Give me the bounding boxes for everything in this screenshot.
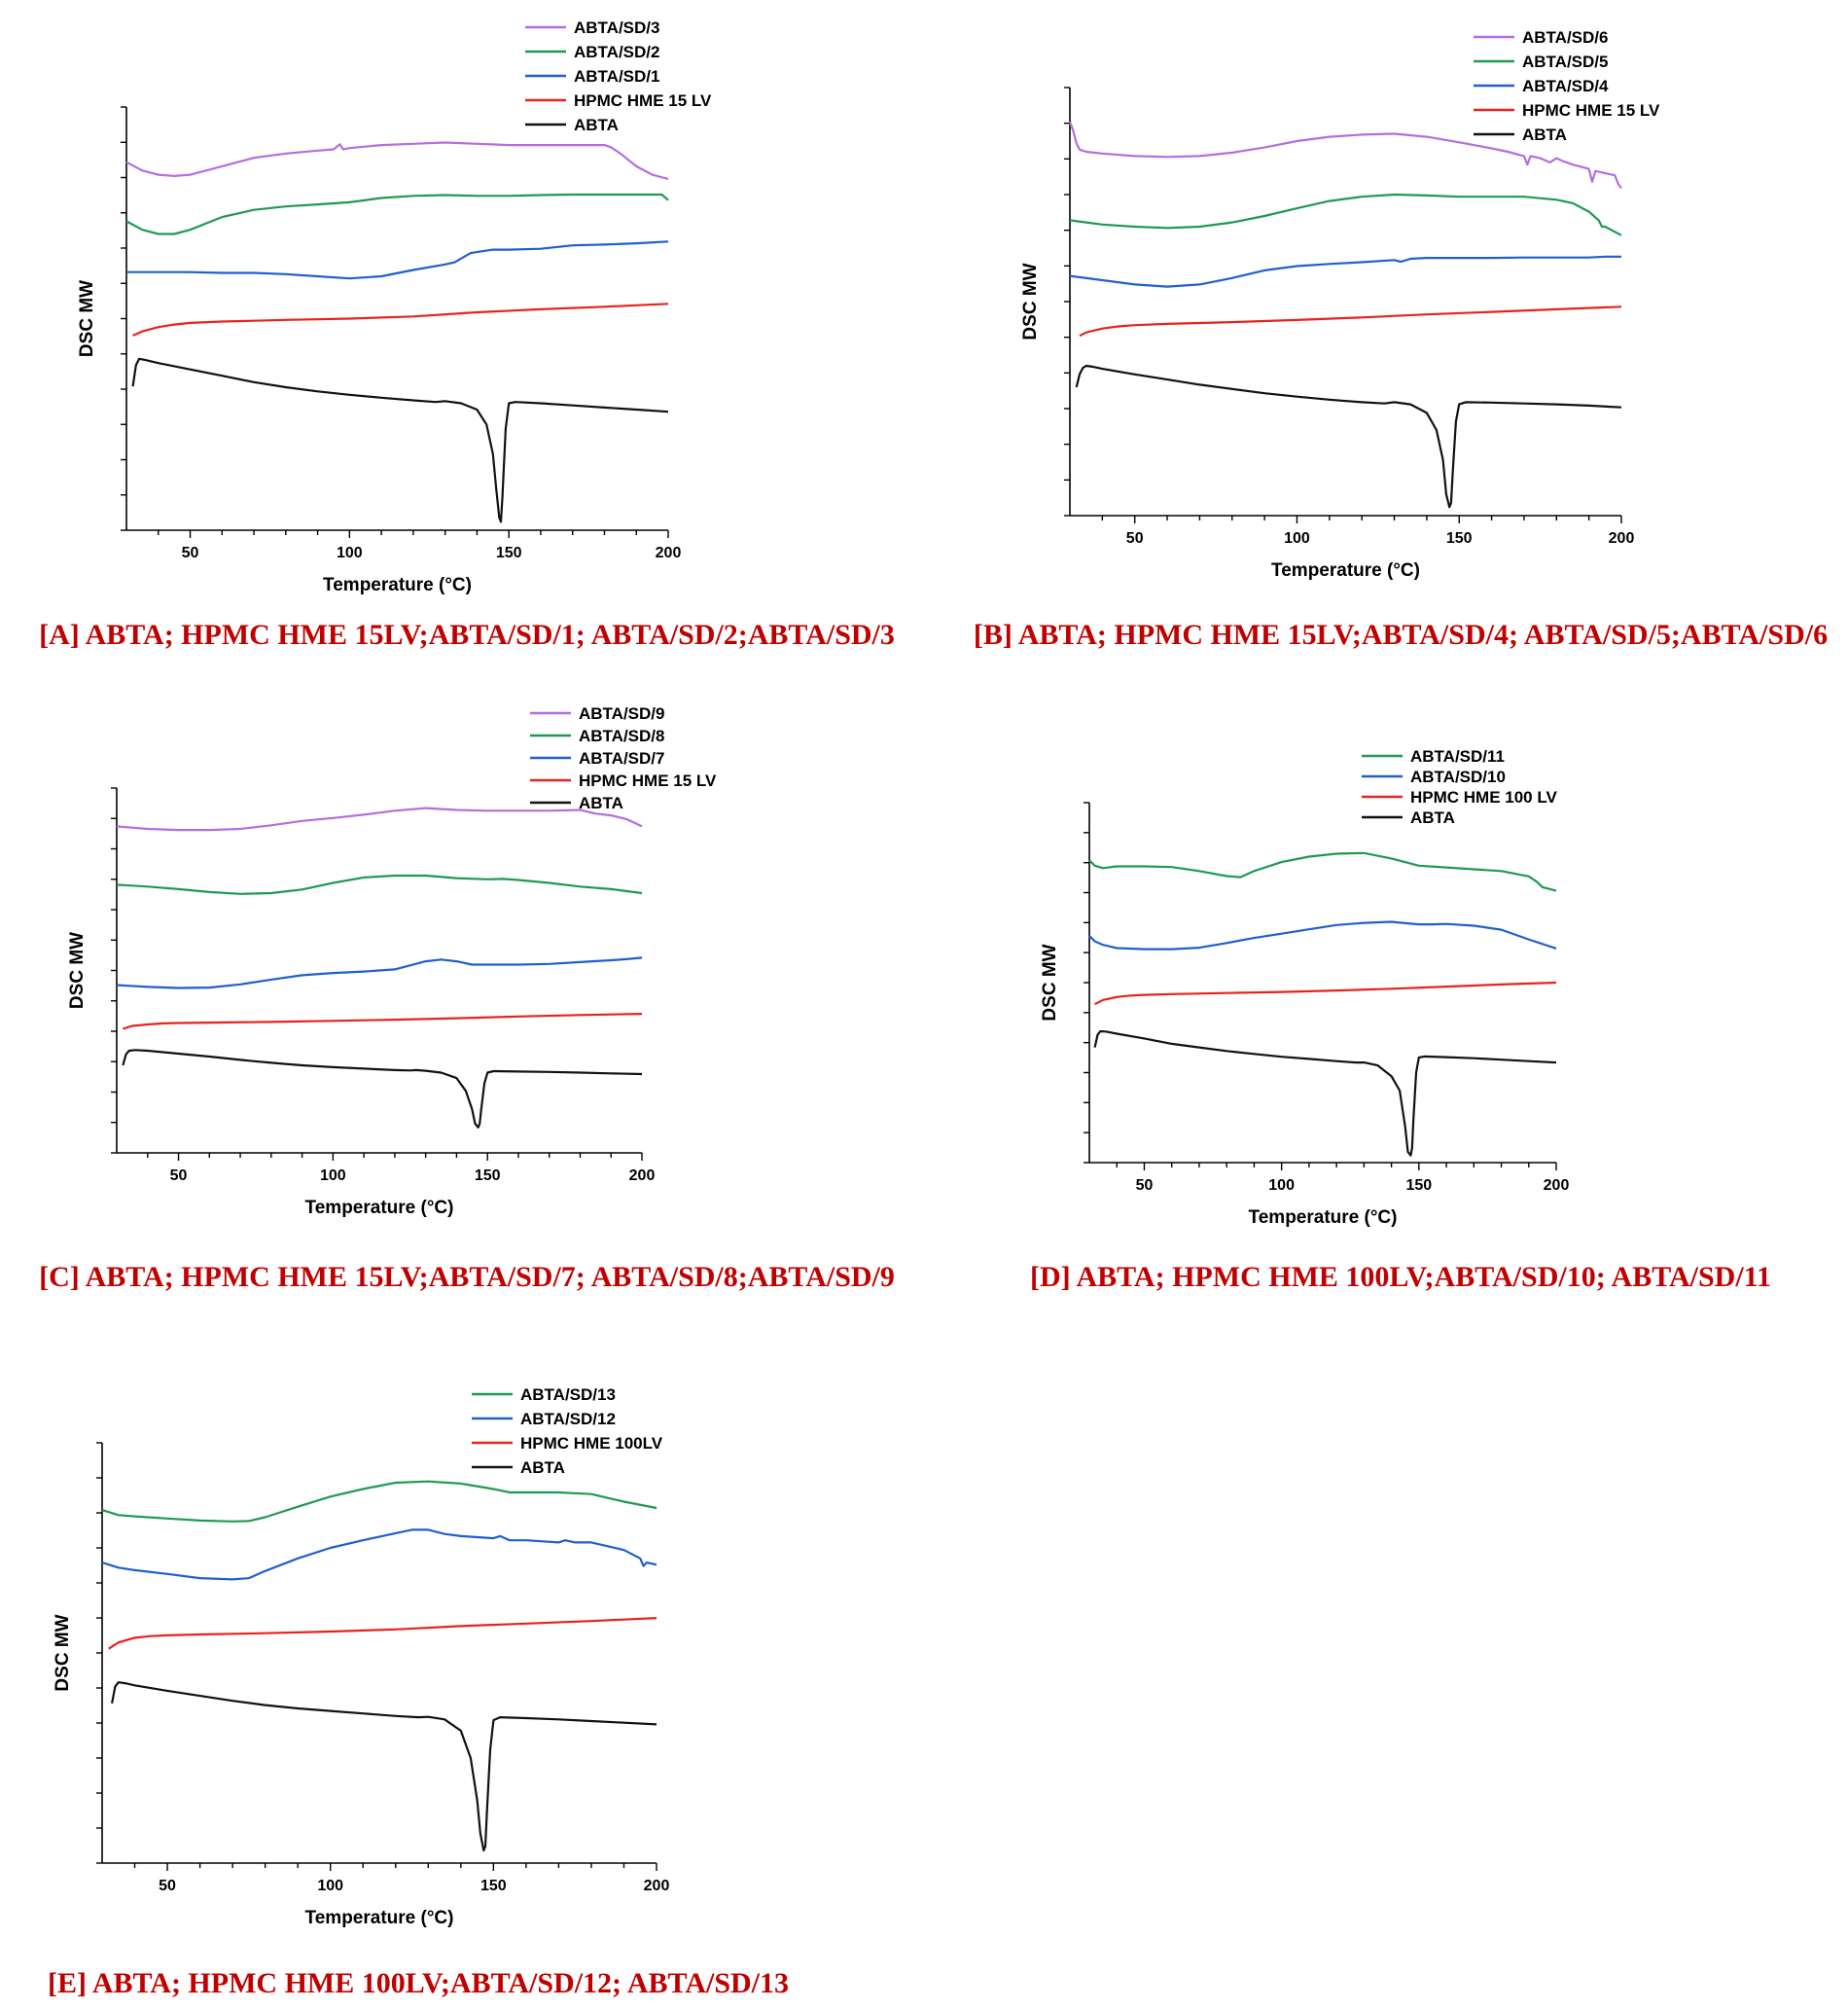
- series-line-hpmc-hme-100lv: [108, 1617, 657, 1650]
- x-tick-label: 150: [475, 1167, 501, 1184]
- y-axis-title: DSC MW: [67, 932, 88, 1009]
- x-tick-label: 150: [1405, 1177, 1432, 1194]
- legend-label: ABTA/SD/10: [1410, 768, 1506, 786]
- chart-c: 50 100 150 200 Temperature (°C) DSC MW ABTA/SD…: [67, 704, 717, 1218]
- series-line-abta-sd-8: [116, 874, 643, 895]
- legend-label: ABTA/SD/12: [520, 1410, 616, 1428]
- x-tick-label: 50: [182, 545, 199, 561]
- x-tick-label: 100: [1268, 1177, 1295, 1194]
- x-tick-label: 200: [1609, 530, 1635, 547]
- legend: ABTA/SD/6 ABTA/SD/5 ABTA/SD/4 HPMC HME 15 L…: [1474, 28, 1660, 144]
- series-line-abta-sd-10: [1088, 920, 1557, 951]
- series-line-abta-sd-12: [101, 1528, 657, 1581]
- legend-label: HPMC HME 100LV: [520, 1434, 663, 1453]
- axes: 50 100 150 200 Temperature (°C) DSC MW: [53, 1442, 670, 1928]
- x-axis-title: Temperature (°C): [305, 1908, 454, 1928]
- series-line-abta-sd-9: [116, 807, 643, 832]
- axes: 50 100 150 200 Temperature (°C) DSC MW: [77, 106, 682, 595]
- series-line-abta-sd-5: [1069, 193, 1622, 236]
- legend-label: ABTA/SD/6: [1522, 28, 1608, 47]
- series-line-abta: [131, 357, 669, 523]
- legend-label: HPMC HME 15 LV: [574, 91, 712, 110]
- x-tick-label: 200: [656, 545, 682, 561]
- y-axis-title: DSC MW: [77, 280, 97, 357]
- caption-c: [C] ABTA; HPMC HME 15LV;ABTA/SD/7; ABTA/…: [39, 1261, 895, 1293]
- series-line-hpmc-hme-15-lv: [123, 1013, 643, 1030]
- x-tick-label: 100: [320, 1167, 346, 1184]
- series-line-abta-sd-3: [125, 141, 669, 181]
- y-axis-title: DSC MW: [53, 1614, 73, 1691]
- legend-label: ABTA: [1410, 808, 1455, 827]
- caption-a: [A] ABTA; HPMC HME 15LV;ABTA/SD/1; ABTA/…: [39, 619, 895, 651]
- x-axis-title: Temperature (°C): [1271, 560, 1420, 581]
- series-line-abta-sd-2: [125, 193, 669, 235]
- x-axis-title: Temperature (°C): [305, 1198, 454, 1218]
- series-line-abta: [1093, 1029, 1557, 1157]
- legend-label: HPMC HME 15 LV: [579, 772, 717, 790]
- series-line-hpmc-hme-15-lv: [132, 303, 669, 337]
- legend-label: ABTA/SD/13: [520, 1385, 616, 1404]
- chart-d: 50 100 150 200 Temperature (°C) DSC MW ABTA/SD…: [1040, 747, 1570, 1228]
- x-tick-label: 50: [159, 1878, 176, 1894]
- x-tick-label: 200: [629, 1167, 656, 1184]
- x-tick-label: 200: [644, 1878, 670, 1894]
- legend-label: ABTA: [520, 1458, 565, 1477]
- x-tick-label: 100: [1284, 530, 1310, 547]
- x-axis-title: Temperature (°C): [323, 575, 472, 595]
- x-tick-label: 50: [170, 1167, 188, 1184]
- legend: ABTA/SD/3 ABTA/SD/2 ABTA/SD/1 HPMC HME 15 L…: [525, 18, 712, 134]
- legend-label: ABTA/SD/4: [1522, 77, 1609, 95]
- legend: ABTA/SD/13 ABTA/SD/12 HPMC HME 100LV ABTA: [472, 1385, 663, 1477]
- x-tick-label: 100: [337, 545, 363, 561]
- axes: 50 100 150 200 Temperature (°C) DSC MW: [1020, 87, 1635, 581]
- x-tick-label: 200: [1544, 1177, 1570, 1194]
- series-line-abta-sd-7: [116, 956, 643, 989]
- chart-b: 50 100 150 200 Temperature (°C) DSC MW ABTA/SD…: [1020, 28, 1660, 581]
- caption-b: [B] ABTA; HPMC HME 15LV;ABTA/SD/4; ABTA/…: [973, 619, 1829, 651]
- series-line-abta: [122, 1049, 643, 1129]
- x-tick-label: 150: [1446, 530, 1473, 547]
- caption-d: [D] ABTA; HPMC HME 100LV;ABTA/SD/10; ABT…: [1029, 1261, 1772, 1293]
- x-tick-label: 50: [1136, 1177, 1154, 1194]
- legend-label: ABTA/SD/7: [579, 749, 664, 768]
- chart-e: 50 100 150 200 Temperature (°C) DSC MW ABTA/SD…: [53, 1385, 670, 1928]
- series-line-abta-sd-11: [1088, 851, 1557, 892]
- x-axis-title: Temperature (°C): [1249, 1207, 1398, 1228]
- x-tick-label: 50: [1126, 530, 1144, 547]
- legend-label: ABTA: [574, 116, 619, 134]
- series-line-hpmc-hme-100-lv: [1094, 981, 1557, 1006]
- x-tick-label: 150: [480, 1878, 507, 1894]
- series-line-abta-sd-6: [1068, 121, 1622, 190]
- legend: ABTA/SD/9 ABTA/SD/8 ABTA/SD/7 HPMC HME 15 L…: [530, 704, 717, 812]
- legend-label: ABTA/SD/8: [579, 727, 664, 745]
- caption-e: [E] ABTA; HPMC HME 100LV;ABTA/SD/12; ABT…: [47, 1967, 790, 1999]
- legend-label: ABTA/SD/11: [1410, 747, 1505, 766]
- x-tick-label: 150: [496, 545, 522, 561]
- series-line-abta-sd-4: [1069, 255, 1621, 288]
- legend-label: ABTA/SD/9: [579, 704, 664, 723]
- series-line-abta: [1075, 364, 1622, 509]
- legend-label: ABTA/SD/1: [574, 67, 659, 86]
- legend-label: ABTA: [1522, 126, 1567, 144]
- legend-label: ABTA/SD/3: [574, 18, 659, 37]
- axes: 50 100 150 200 Temperature (°C) DSC MW: [67, 787, 656, 1218]
- series-line-abta-sd-13: [101, 1480, 657, 1523]
- x-tick-label: 100: [317, 1878, 343, 1894]
- legend-label: HPMC HME 15 LV: [1522, 101, 1660, 120]
- y-axis-title: DSC MW: [1020, 263, 1041, 340]
- series-line-abta-sd-1: [126, 240, 669, 280]
- chart-a: 50 100 150 200 Temperature (°C) DSC MW ABTA/SD…: [77, 18, 712, 595]
- legend-label: ABTA/SD/2: [574, 43, 659, 61]
- series-line-abta: [111, 1681, 657, 1852]
- legend-label: HPMC HME 100 LV: [1410, 788, 1557, 807]
- legend-label: ABTA: [579, 794, 623, 812]
- legend-label: ABTA/SD/5: [1522, 53, 1608, 71]
- series-line-hpmc-hme-15-lv: [1079, 305, 1622, 338]
- y-axis-title: DSC MW: [1040, 944, 1060, 1021]
- axes: 50 100 150 200 Temperature (°C) DSC MW: [1040, 802, 1570, 1228]
